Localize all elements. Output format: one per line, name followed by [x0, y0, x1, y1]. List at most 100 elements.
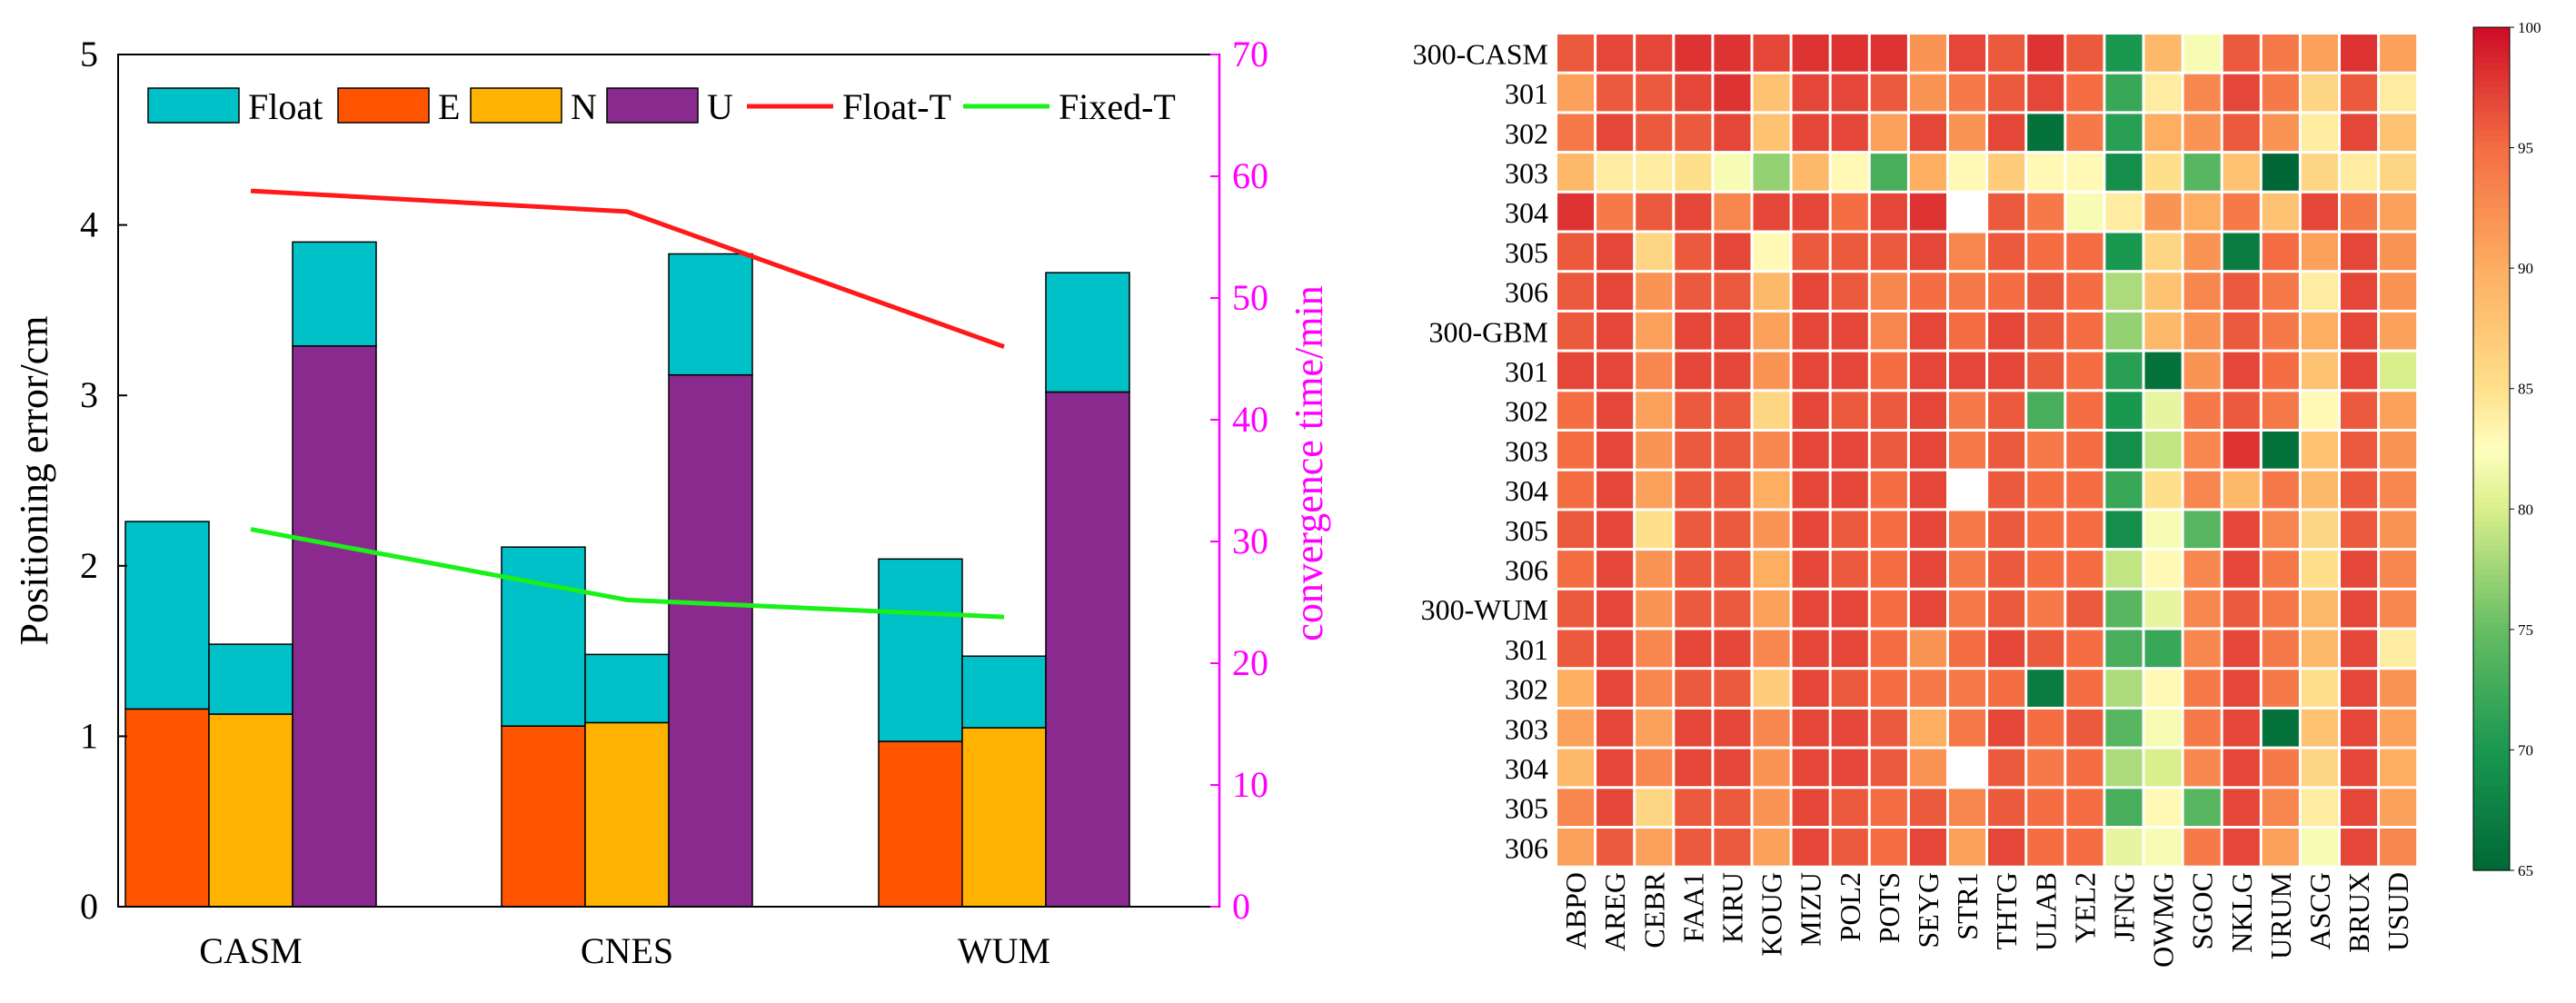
heatmap-cell — [1636, 829, 1673, 866]
heatmap-cell — [1753, 670, 1790, 707]
heatmap-cell — [2144, 392, 2182, 429]
y2-axis-label: convergence time/min — [1287, 285, 1331, 641]
legend-label: N — [571, 86, 597, 127]
colorbar-segment — [2473, 461, 2510, 468]
heatmap-cell — [1557, 471, 1595, 509]
heatmap-cell — [2262, 392, 2299, 429]
heatmap-cell — [1909, 709, 1946, 747]
row-label: 306 — [1505, 553, 1548, 586]
heatmap-cell — [1870, 35, 1907, 72]
heatmap-cell — [2223, 630, 2260, 668]
heatmap-cell — [1949, 392, 1986, 429]
heatmap-cell — [1831, 114, 1868, 152]
colorbar-segment — [2473, 75, 2510, 83]
heatmap-cell — [2380, 35, 2417, 72]
bar-U-cnes — [668, 373, 753, 908]
heatmap-cell — [2105, 233, 2143, 271]
heatmap-cell — [1949, 273, 1986, 310]
column-label: OWMG — [2147, 872, 2180, 968]
heatmap-cell — [2066, 233, 2104, 271]
heatmap-cell — [2380, 273, 2417, 310]
heatmap-cell — [1714, 829, 1751, 866]
colorbar-segment — [2473, 768, 2510, 775]
colorbar-segment — [2473, 51, 2510, 58]
heatmap-cell — [1714, 709, 1751, 747]
heatmap-cell — [2027, 432, 2064, 469]
colorbar-segment — [2473, 708, 2510, 715]
heatmap-cell — [1792, 511, 1829, 549]
heatmap-cell — [1870, 670, 1907, 707]
heatmap-cell — [1596, 471, 1634, 509]
heatmap-cell — [1753, 154, 1790, 191]
heatmap-cell — [2105, 511, 2143, 549]
heatmap-cell — [1636, 114, 1673, 152]
heatmap-cell — [2341, 35, 2378, 72]
heatmap-cell — [1792, 35, 1829, 72]
colorbar-segment — [2473, 454, 2510, 462]
colorbar-segment — [2473, 821, 2510, 829]
heatmap-cell — [1792, 590, 1829, 628]
heatmap-cell — [1909, 590, 1946, 628]
heatmap-cell — [1909, 154, 1946, 191]
bar-U-casm — [292, 345, 377, 908]
heatmap-cell — [1753, 74, 1790, 112]
heatmap-cell — [1675, 35, 1712, 72]
colorbar-segment — [2473, 388, 2510, 395]
heatmap-cell — [1675, 829, 1712, 866]
heatmap-cell — [2144, 749, 2182, 787]
heatmap-cell — [2066, 392, 2104, 429]
heatmap-cell — [1714, 670, 1751, 707]
colorbar-segment — [2473, 214, 2510, 221]
colorbar-segment — [2473, 243, 2510, 251]
heatmap-cell — [2262, 670, 2299, 707]
colorbar-segment — [2473, 786, 2510, 793]
heatmap-cell — [2027, 590, 2064, 628]
heatmap-cell — [1636, 392, 1673, 429]
y-axis-label: Positioning error/cm — [12, 316, 56, 646]
heatmap-cell — [1557, 829, 1595, 866]
colorbar-segment — [2473, 431, 2510, 438]
heatmap-cell — [2341, 114, 2378, 152]
heatmap-cell — [2223, 590, 2260, 628]
heatmap-cell — [1675, 74, 1712, 112]
heatmap-cell — [1870, 511, 1907, 549]
column-label: FAA1 — [1676, 872, 1709, 943]
heatmap-cell — [1557, 432, 1595, 469]
legend-label: E — [438, 86, 460, 127]
colorbar-segment — [2473, 569, 2510, 576]
colorbar-segment — [2473, 328, 2510, 335]
heatmap-cell — [1714, 471, 1751, 509]
colorbar-segment — [2473, 135, 2510, 143]
column-label: STR1 — [1951, 872, 1984, 940]
bar-float-U-casm — [292, 241, 377, 347]
heatmap-cell — [1714, 154, 1751, 191]
heatmap-cell — [1949, 511, 1986, 549]
heatmap-cell — [2301, 471, 2338, 509]
heatmap-cell — [1792, 114, 1829, 152]
heatmap-cell — [2301, 789, 2338, 826]
bar-E-wum — [878, 740, 963, 908]
heatmap-cell — [2341, 432, 2378, 469]
colorbar-segment — [2473, 773, 2510, 781]
colorbar-segment — [2473, 436, 2510, 443]
bar-N-casm — [208, 713, 293, 908]
heatmap-cell — [1949, 471, 1986, 509]
heatmap-cell — [2183, 829, 2221, 866]
column-label: CEBR — [1637, 871, 1670, 948]
heatmap-cell — [2301, 312, 2338, 350]
heatmap-cell — [1675, 114, 1712, 152]
heatmap-cell — [2144, 233, 2182, 271]
colorbar-segment — [2473, 364, 2510, 372]
y2-tick-label: 0 — [1232, 886, 1250, 927]
colorbar-segment — [2473, 376, 2510, 383]
heatmap-cell — [2183, 630, 2221, 668]
row-label: 306 — [1505, 276, 1548, 309]
heatmap-cell — [1831, 829, 1868, 866]
heatmap-cell — [2105, 670, 2143, 707]
heatmap-cell — [1792, 829, 1829, 866]
heatmap-cell — [2341, 154, 2378, 191]
heatmap-cell — [1636, 154, 1673, 191]
column-label: ULAB — [2029, 872, 2062, 951]
heatmap-cell — [1988, 35, 2025, 72]
heatmap-cell — [1988, 392, 2025, 429]
